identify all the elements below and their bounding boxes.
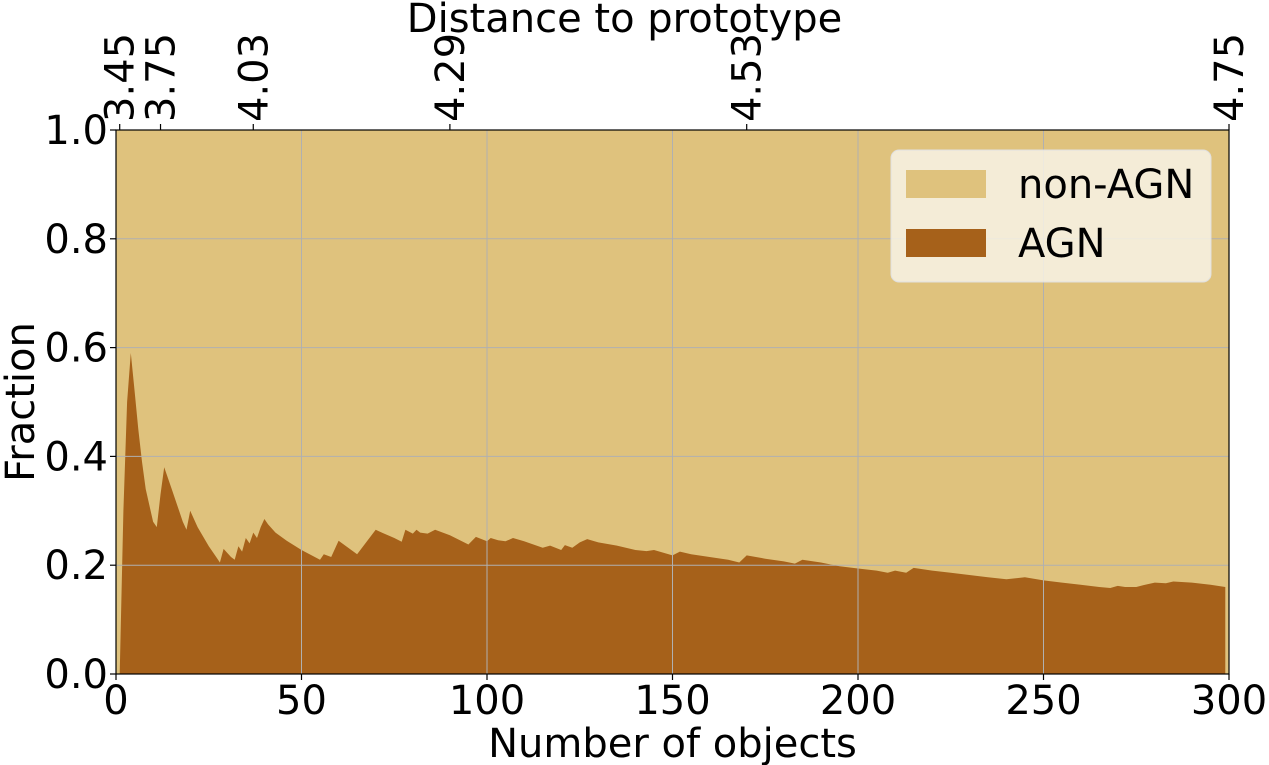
y-tick-label: 0.0: [44, 652, 108, 698]
top-tick-label: 4.03: [231, 33, 277, 122]
y-tick-label: 0.8: [44, 217, 108, 263]
y-tick-label: 0.4: [44, 434, 108, 480]
top-tick-label: 3.75: [139, 33, 185, 122]
y-tick-label: 0.2: [44, 543, 108, 589]
y-axis: 0.0 0.2 0.4 0.6 0.8 1.0: [44, 108, 116, 698]
x-tick-label: 150: [634, 678, 710, 724]
x-tick-label: 100: [449, 678, 525, 724]
legend-swatch-agn: [906, 229, 986, 257]
x-tick-label: 0: [103, 678, 128, 724]
y-tick-label: 1.0: [44, 108, 108, 154]
x-tick-label: 200: [820, 678, 896, 724]
legend-label-agn: AGN: [1018, 221, 1106, 267]
y-tick-label: 0.6: [44, 326, 108, 372]
legend: non-AGN AGN: [890, 149, 1212, 283]
top-axis-title: Distance to prototype: [407, 0, 842, 42]
agn-area: [119, 353, 1226, 674]
top-x-axis: 3.453.75 4.03 4.29 4.53 4.75: [98, 33, 1253, 130]
top-tick-label: 4.53: [725, 33, 771, 122]
top-tick-label: 3.45: [98, 33, 144, 122]
x-axis-title: Number of objects: [488, 721, 857, 765]
x-tick-label: 250: [1005, 678, 1081, 724]
top-tick-label: 4.75: [1207, 33, 1253, 122]
top-tick-label: 4.29: [428, 33, 474, 122]
x-tick-label: 300: [1191, 678, 1267, 724]
legend-swatch-non-agn: [906, 170, 986, 198]
y-axis-title: Fraction: [0, 322, 44, 482]
x-tick-label: 50: [276, 678, 327, 724]
x-axis: 0 50 100 150 200 250 300: [103, 674, 1267, 724]
legend-label-non-agn: non-AGN: [1018, 162, 1194, 208]
